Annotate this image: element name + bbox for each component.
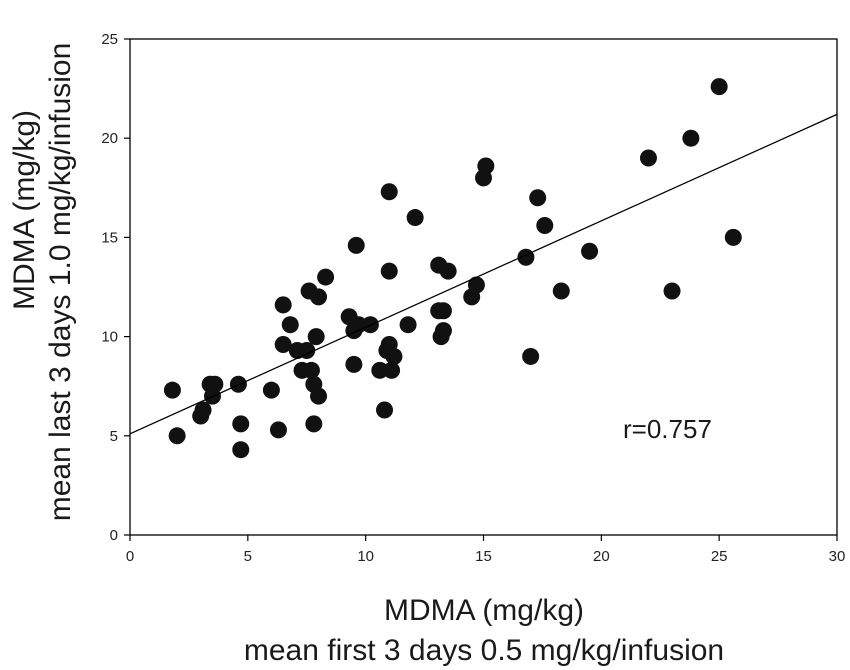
data-point <box>347 236 365 254</box>
data-point <box>310 288 328 306</box>
data-point <box>206 375 224 393</box>
y-axis: 0 5 10 15 20 25 <box>101 31 130 544</box>
data-point <box>439 262 457 280</box>
data-point <box>639 149 657 167</box>
data-point <box>477 157 495 175</box>
data-point <box>307 328 325 346</box>
data-point <box>536 216 554 234</box>
data-point <box>262 381 280 399</box>
data-point <box>168 427 186 445</box>
x-tick-label: 0 <box>126 548 134 565</box>
data-point <box>383 361 401 379</box>
data-point <box>298 341 316 359</box>
data-point <box>281 316 299 334</box>
y-tick-label: 10 <box>101 329 118 346</box>
data-point <box>305 415 323 433</box>
y-axis-title-line1: MDMA (mg/kg) <box>8 110 41 310</box>
data-point <box>710 78 728 96</box>
data-point <box>310 387 328 405</box>
y-tick-label: 0 <box>110 527 118 544</box>
x-tick-label: 5 <box>244 548 252 565</box>
data-point <box>385 347 403 365</box>
data-point <box>467 276 485 294</box>
data-point <box>317 268 335 286</box>
y-axis-title-line2: mean last 3 days 1.0 mg/kg/infusion <box>44 43 77 522</box>
y-tick-label: 5 <box>110 428 118 445</box>
x-axis-title-line1: MDMA (mg/kg) <box>384 594 584 627</box>
data-point <box>434 322 452 340</box>
data-point <box>682 129 700 147</box>
data-point <box>376 401 394 419</box>
data-point <box>406 209 424 227</box>
data-point <box>302 361 320 379</box>
y-tick-label: 20 <box>101 130 118 147</box>
y-tick-label: 15 <box>101 229 118 246</box>
x-axis-title-line2: mean first 3 days 0.5 mg/kg/infusion <box>244 634 724 667</box>
data-point <box>380 183 398 201</box>
x-tick-label: 25 <box>711 548 728 565</box>
data-point <box>529 189 547 207</box>
data-point <box>232 415 250 433</box>
data-point <box>663 282 681 300</box>
data-point <box>724 228 742 246</box>
data-point <box>581 242 599 260</box>
data-point <box>371 361 389 379</box>
data-point <box>345 355 363 373</box>
data-point <box>274 336 292 354</box>
data-point <box>269 421 287 439</box>
x-tick-label: 10 <box>357 548 374 565</box>
data-points <box>163 78 742 459</box>
data-point <box>274 296 292 314</box>
x-tick-label: 20 <box>593 548 610 565</box>
data-point <box>163 381 181 399</box>
x-tick-label: 30 <box>829 548 846 565</box>
data-point <box>522 347 540 365</box>
correlation-annotation: r=0.757 <box>623 414 712 444</box>
x-tick-label: 15 <box>475 548 492 565</box>
data-point <box>232 441 250 459</box>
x-axis: 0 5 10 15 20 25 30 <box>126 535 846 565</box>
y-tick-label: 25 <box>101 31 118 48</box>
data-point <box>380 262 398 280</box>
data-point <box>399 316 417 334</box>
data-point <box>552 282 570 300</box>
data-point <box>194 401 212 419</box>
data-point <box>434 302 452 320</box>
regression-line <box>129 113 838 435</box>
